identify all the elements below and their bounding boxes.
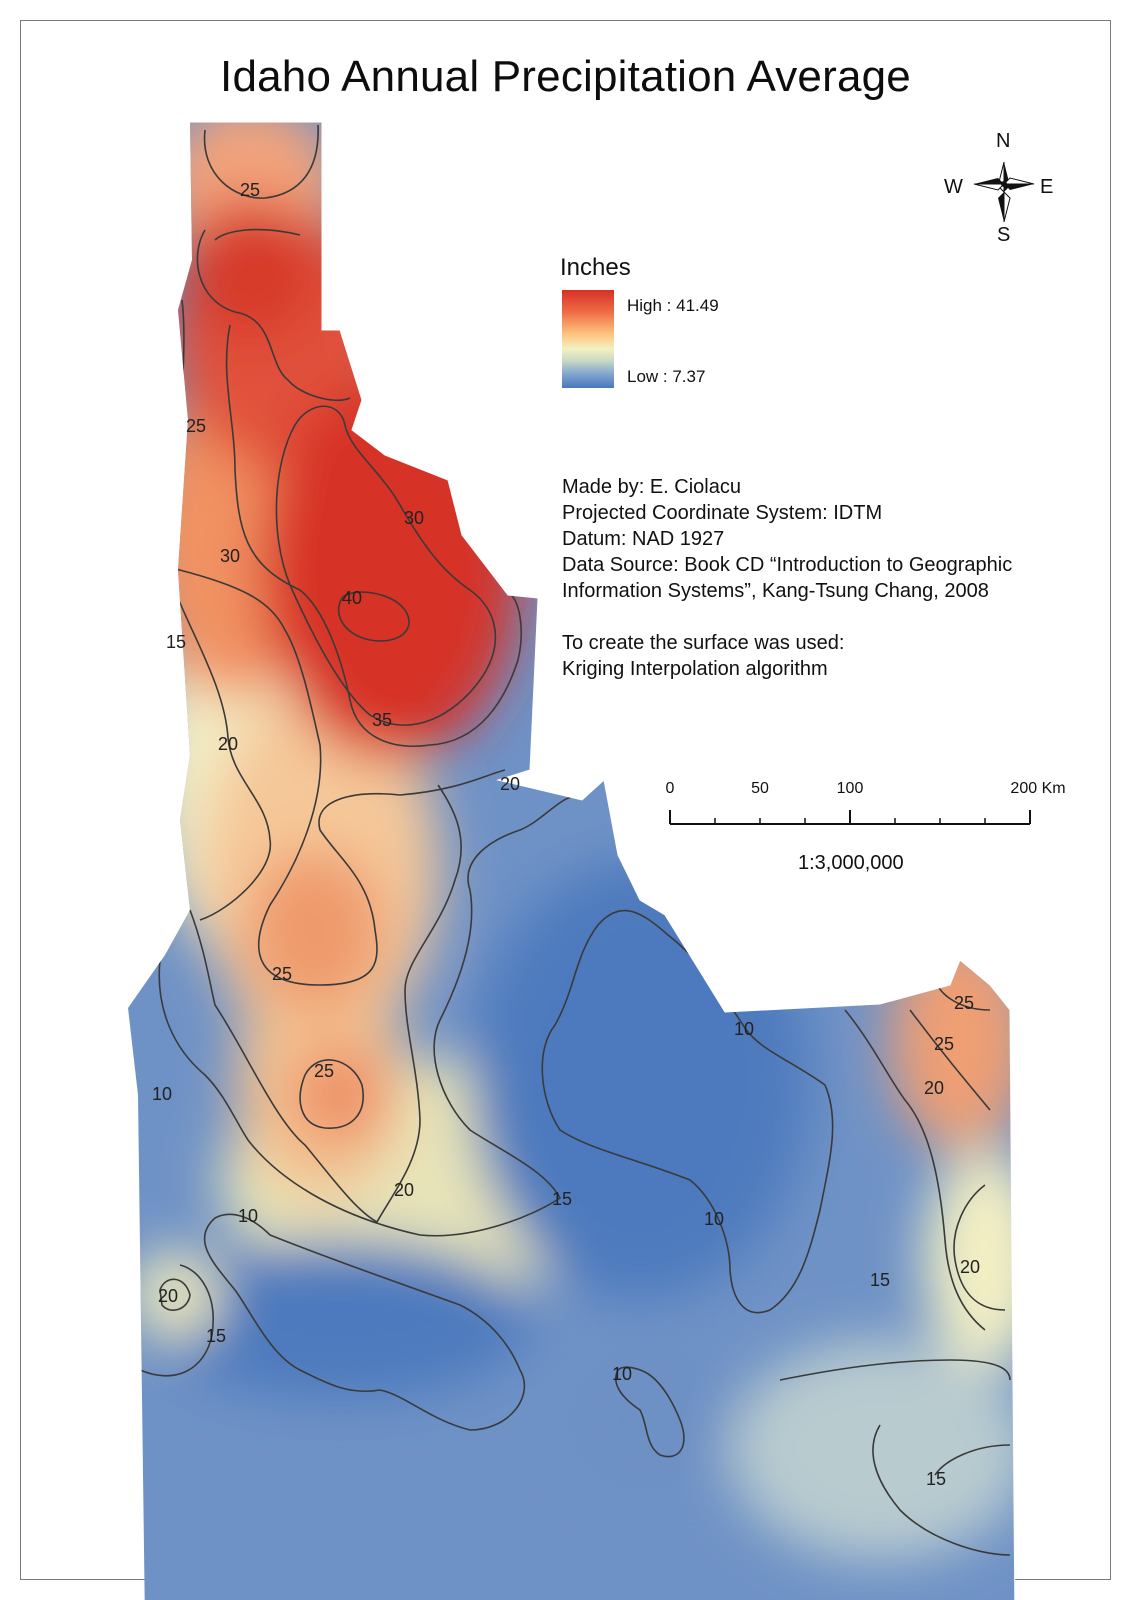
contour-label: 15	[206, 1326, 226, 1346]
legend-title: Inches	[560, 254, 631, 281]
contour-label: 10	[152, 1084, 172, 1104]
legend-color-ramp	[562, 290, 614, 388]
contour-label: 20	[500, 774, 520, 794]
contour-label: 25	[954, 993, 974, 1013]
contour-label: 20	[218, 734, 238, 754]
credit-method-line1: To create the surface was used:	[562, 632, 845, 654]
contour-label: 25	[240, 180, 260, 200]
legend-high-label: High : 41.49	[627, 296, 719, 315]
contour-label: 20	[960, 1257, 980, 1277]
contour-label: 10	[612, 1364, 632, 1384]
compass-south-label: S	[997, 224, 1011, 246]
compass-north-label: N	[996, 130, 1011, 152]
contour-label: 20	[158, 1286, 178, 1306]
compass-west-label: W	[944, 176, 963, 198]
state-boundary	[190, 121, 1016, 1600]
contour-label: 15	[870, 1270, 890, 1290]
scale-ratio: 1:3,000,000	[798, 852, 904, 874]
contour-label: 25	[314, 1061, 334, 1081]
scale-bar-graphic	[669, 810, 1031, 825]
map-title: Idaho Annual Precipitation Average	[220, 52, 911, 101]
credit-projection: Projected Coordinate System: IDTM	[562, 502, 883, 524]
credit-datum: Datum: NAD 1927	[562, 528, 725, 550]
contour-label: 15	[166, 632, 186, 652]
scale-bar: 0 50 100 200 Km 1:3,000,000	[650, 780, 1070, 874]
contour-labels: 25 25 30 30 40 35 15 20 20 25 25 10 20 1…	[152, 180, 980, 1489]
contour-label: 25	[934, 1034, 954, 1054]
credit-method-line2: Kriging Interpolation algorithm	[562, 658, 828, 680]
scale-label-0: 0	[665, 780, 675, 797]
legend-low-label: Low : 7.37	[627, 367, 706, 386]
contour-label: 10	[734, 1019, 754, 1039]
credit-author: Made by: E. Ciolacu	[562, 476, 741, 498]
contour-label: 20	[394, 1180, 414, 1200]
contour-label: 40	[342, 588, 362, 608]
contour-label: 15	[552, 1189, 572, 1209]
compass-rose-icon	[973, 161, 1035, 223]
contour-label: 25	[272, 964, 292, 984]
credit-source-line1: Data Source: Book CD “Introduction to Ge…	[562, 554, 1013, 576]
credit-source-line2: Information Systems”, Kang-Tsung Chang, …	[562, 580, 989, 602]
contour-label: 25	[186, 416, 206, 436]
north-arrow: N S E W	[944, 130, 1064, 252]
scale-label-200: 200 Km	[1010, 780, 1066, 797]
contour-label: 10	[704, 1209, 724, 1229]
compass-east-label: E	[1040, 176, 1054, 198]
contour-lines	[139, 124, 1011, 1556]
contour-label: 30	[404, 508, 424, 528]
scale-label-100: 100	[836, 780, 864, 797]
contour-label: 35	[372, 710, 392, 730]
scale-label-50: 50	[751, 780, 769, 797]
contour-label: 15	[926, 1469, 946, 1489]
contour-label: 20	[924, 1078, 944, 1098]
contour-label: 10	[238, 1206, 258, 1226]
contour-label: 30	[220, 546, 240, 566]
